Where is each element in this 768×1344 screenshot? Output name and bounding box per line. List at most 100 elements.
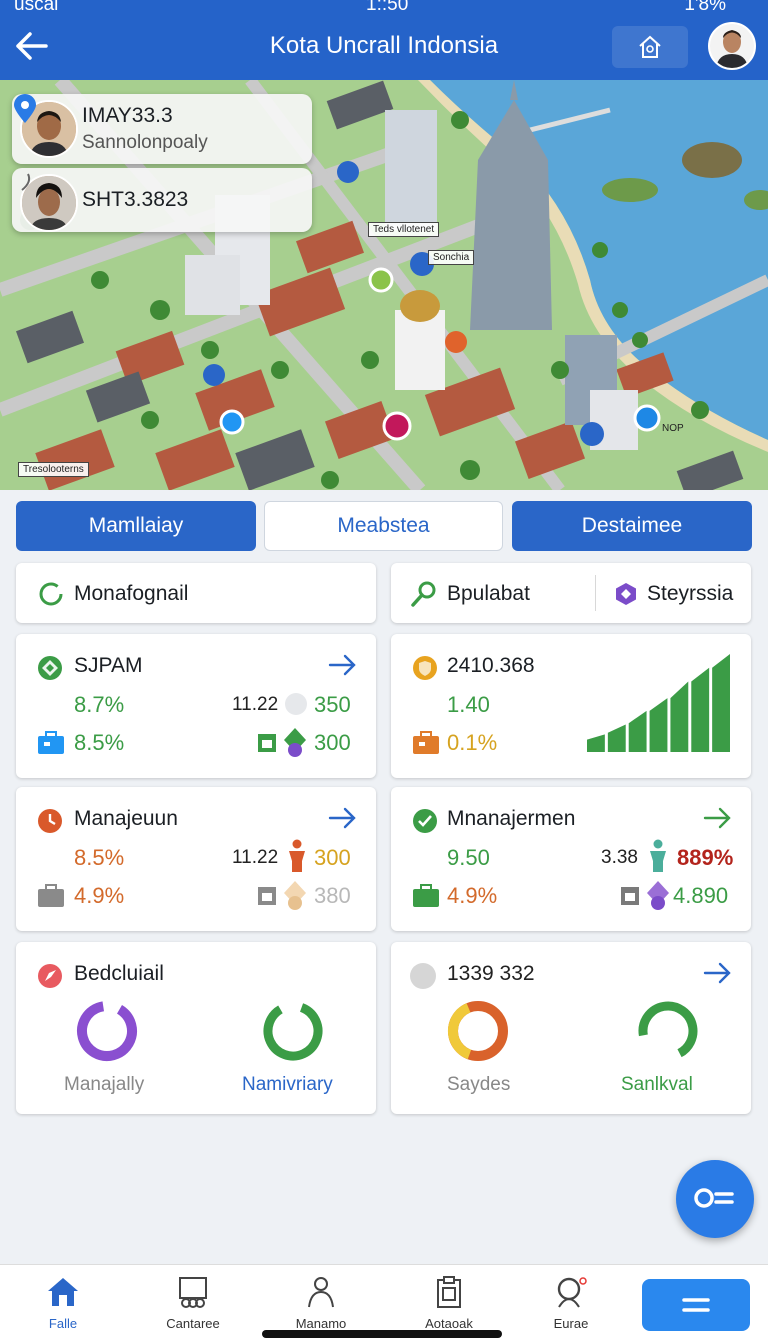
- card-title: 2410.368: [447, 654, 535, 677]
- stat-card-sjpam[interactable]: SJPAM 8.7% 11.22 350 8.5% 300: [16, 634, 376, 778]
- filter-card-left[interactable]: Monafognail: [16, 563, 376, 623]
- map-place-label: Teds vllotenet: [368, 222, 440, 237]
- location-pin-icon: [14, 94, 36, 123]
- person-icon: [650, 839, 666, 872]
- map-place-label: Sonchia: [428, 250, 475, 265]
- filter-label: Monafognail: [74, 582, 189, 605]
- circle-icon: [410, 963, 436, 989]
- filter-option-steyrssia[interactable]: Steyrssia: [647, 582, 734, 605]
- hexagon-icon: [616, 583, 636, 605]
- city-map[interactable]: IMAY33.3 Sannolonpoaly SHT3.3823 Teds vl…: [0, 80, 768, 490]
- document-icon: [258, 734, 276, 752]
- tab-destaimee[interactable]: Destaimee: [512, 501, 752, 551]
- arrow-right-icon[interactable]: [328, 652, 358, 678]
- user-avatar-icon: [710, 24, 754, 68]
- home-icon: [48, 1278, 78, 1306]
- map-place-label: Tresolooterns: [18, 462, 89, 477]
- nav-item-cantaree[interactable]: Cantaree: [138, 1275, 248, 1331]
- view-tabs: Mamllaiay Meabstea Destaimee: [16, 501, 752, 553]
- search-icon: [411, 581, 436, 607]
- trend-bar: [712, 654, 730, 752]
- menu-button[interactable]: [642, 1279, 750, 1331]
- stat-value: 4.9%: [74, 883, 125, 908]
- arrow-right-icon[interactable]: [703, 805, 733, 831]
- briefcase-icon: [38, 731, 64, 754]
- shield-diamond-icon: [647, 881, 669, 910]
- search-user-icon: [557, 1277, 587, 1308]
- card-title: Manajeuun: [74, 807, 178, 830]
- carrier-label: uscal: [14, 0, 59, 15]
- nav-item-aotaoak[interactable]: Aotaoak: [394, 1275, 504, 1331]
- stat-card-mnanajermen[interactable]: Mnanajermen 9.50 3.38 889% 4.9% 4.890: [391, 787, 751, 931]
- map-user-subtitle: Sannolonpoaly: [82, 132, 208, 153]
- nav-item-falle[interactable]: Falle: [8, 1275, 118, 1331]
- map-user-card[interactable]: SHT3.3823: [12, 168, 312, 232]
- donut-chart-orange: [448, 1001, 509, 1061]
- grid-people-icon: [179, 1277, 207, 1308]
- stat-value: 4.9%: [447, 883, 498, 908]
- chat-fab-button[interactable]: [676, 1160, 754, 1238]
- refresh-circle-icon: [39, 582, 63, 606]
- map-place-label: NOP: [662, 423, 684, 434]
- document-icon: [621, 887, 639, 905]
- stat-card-manajeuun[interactable]: Manajeuun 8.5% 11.22 300 4.9% 380: [16, 787, 376, 931]
- card-title: Bedcluiail: [74, 962, 164, 985]
- nav-label: Manamo: [295, 1316, 347, 1331]
- person-icon: [289, 839, 305, 872]
- trend-bar: [691, 667, 710, 752]
- stat-value: 1.40: [447, 692, 490, 717]
- briefcase-icon: [38, 884, 64, 907]
- clock: 1::50: [366, 0, 409, 15]
- stat-number: 11.22: [232, 847, 279, 868]
- tab-meabstea[interactable]: Meabstea: [264, 501, 503, 551]
- filter-option-bpulabat[interactable]: Bpulabat: [447, 582, 530, 605]
- briefcase-icon: [413, 884, 439, 907]
- stat-value: 8.7%: [74, 692, 125, 717]
- nav-label: Falle: [48, 1316, 78, 1331]
- donut-chart-green: [263, 1001, 323, 1061]
- badge-check-icon: [38, 656, 62, 680]
- stat-number: 3.38: [601, 847, 638, 868]
- donut-label: Manajally: [64, 1074, 145, 1095]
- check-circle-icon: [413, 809, 437, 833]
- back-button[interactable]: [14, 30, 50, 62]
- stat-right-value: 889%: [677, 845, 734, 870]
- map-user-name: IMAY33.3: [82, 104, 173, 127]
- menu-lines-icon: [682, 1298, 710, 1312]
- nav-item-manamo[interactable]: Manamo: [266, 1275, 376, 1331]
- person-avatar-icon: [22, 176, 76, 230]
- nav-item-eurae[interactable]: Eurae: [516, 1275, 626, 1331]
- donut-label: Sanlkval: [621, 1074, 693, 1095]
- donut-chart-purple: [77, 1001, 137, 1061]
- arrow-right-icon[interactable]: [328, 805, 358, 831]
- donut-label: Namivriary: [242, 1074, 333, 1095]
- document-icon: [258, 887, 276, 905]
- card-title: SJPAM: [74, 654, 143, 677]
- stat-right-value: 350: [314, 692, 351, 717]
- stat-right-value: 300: [314, 845, 351, 870]
- nav-label: Eurae: [553, 1316, 589, 1331]
- trend-bar: [670, 681, 689, 752]
- page-title: Kota Uncrall Indonsia: [269, 32, 499, 59]
- briefcase-icon: [413, 731, 439, 754]
- avatar: [20, 174, 78, 232]
- trend-bar: [607, 724, 626, 752]
- trend-bar: [587, 734, 605, 752]
- stat-card-chart[interactable]: 2410.368 1.40 0.1%: [391, 634, 751, 778]
- status-bar: uscal 1::50 1'8%: [0, 0, 768, 15]
- stat-card-bedcluiail[interactable]: Bedcluiail Manajally Namivriary: [16, 942, 376, 1114]
- home-indicator: [262, 1330, 502, 1338]
- arrow-right-icon[interactable]: [703, 960, 733, 986]
- filter-card-right: Bpulabat Steyrssia: [391, 563, 751, 623]
- card-title: 1339 332: [447, 962, 535, 985]
- profile-avatar[interactable]: [708, 22, 756, 70]
- shield-diamond-icon: [284, 881, 306, 910]
- donut-chart-green: [638, 1001, 698, 1061]
- tab-mamllaiay[interactable]: Mamllaiay: [16, 501, 256, 551]
- stat-right-value: 380: [314, 883, 351, 908]
- stat-value: 9.50: [447, 845, 490, 870]
- stat-card-1339[interactable]: 1339 332 Saydes Sanlkval: [391, 942, 751, 1114]
- trend-bar-chart: [587, 654, 730, 752]
- map-user-card[interactable]: IMAY33.3 Sannolonpoaly: [12, 94, 312, 164]
- home-button[interactable]: [612, 26, 688, 68]
